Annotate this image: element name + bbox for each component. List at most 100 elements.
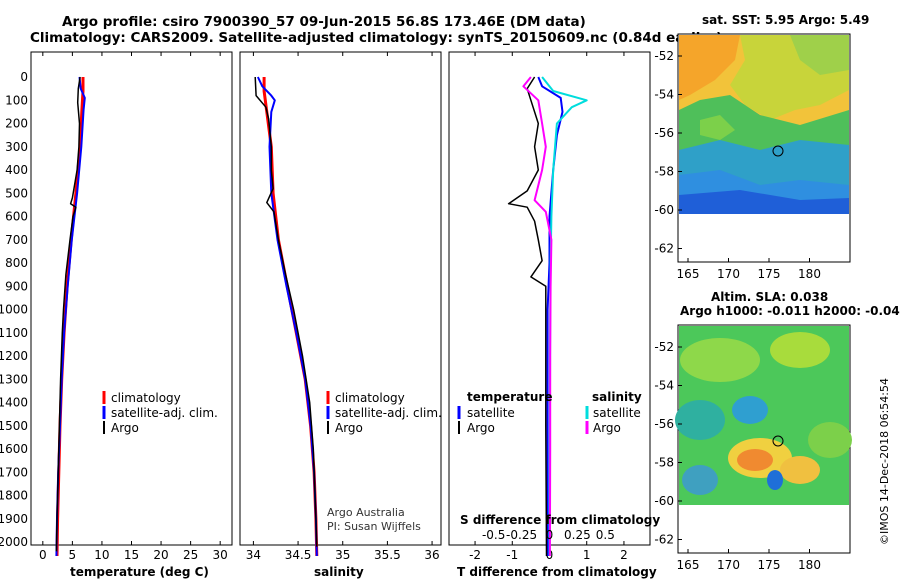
depth-tick-label: 1400 bbox=[0, 396, 28, 410]
legend-satellite: satellite-adj. clim. bbox=[335, 406, 442, 420]
legend-argo: Argo bbox=[111, 421, 139, 435]
depth-tick-label: 1900 bbox=[0, 512, 28, 526]
lat-tick-label: -60 bbox=[654, 494, 674, 508]
temp-legend: climatology satellite-adj. clim. Argo bbox=[102, 391, 218, 435]
legend-t-satellite: satellite bbox=[467, 406, 515, 420]
depth-tick-label: 500 bbox=[5, 186, 28, 200]
s-tick-label: 0 bbox=[546, 528, 554, 542]
x-tick-label: 35 bbox=[335, 548, 350, 562]
diff-legend: temperature satellite Argo salinity sate… bbox=[457, 390, 642, 435]
depth-axis: 0 100 200 300 400 500 600 700 800 900 1000 1100 1200… bbox=[0, 70, 650, 549]
lat-tick-label: -54 bbox=[654, 88, 674, 102]
s-tick-label: 0.25 bbox=[564, 528, 591, 542]
x-tick-label: 2 bbox=[620, 548, 628, 562]
temp-series bbox=[55, 76, 86, 557]
lon-tick-label: 175 bbox=[758, 267, 781, 281]
temp-panel-frame bbox=[30, 51, 233, 546]
legend-satellite: satellite-adj. clim. bbox=[111, 406, 218, 420]
title-line1: Argo profile: csiro 7900390_57 09-Jun-20… bbox=[62, 14, 586, 30]
x-tick-label: 1 bbox=[583, 548, 591, 562]
temp-x-axis: 0 5 10 15 20 25 30 bbox=[39, 52, 228, 562]
depth-tick-label: 400 bbox=[5, 163, 28, 177]
legend-temperature-title: temperature bbox=[467, 390, 552, 404]
x-tick-label: 10 bbox=[94, 548, 109, 562]
depth-tick-label: 300 bbox=[5, 140, 28, 154]
depth-tick-label: 700 bbox=[5, 233, 28, 247]
x-tick-label: 34 bbox=[246, 548, 261, 562]
temp-xlabel: temperature (deg C) bbox=[70, 565, 209, 579]
x-tick-label: 0 bbox=[39, 548, 47, 562]
lat-tick-label: -58 bbox=[654, 165, 674, 179]
sal-legend: climatology satellite-adj. clim. Argo bbox=[326, 391, 442, 435]
lat-tick-label: -62 bbox=[654, 533, 674, 547]
lon-tick-label: 170 bbox=[717, 267, 740, 281]
s-tick-label: 0.5 bbox=[596, 528, 615, 542]
legend-t-argo: Argo bbox=[467, 421, 495, 435]
legend-salinity-title: salinity bbox=[592, 390, 642, 404]
lon-tick-label: 165 bbox=[677, 267, 700, 281]
depth-tick-label: 800 bbox=[5, 256, 28, 270]
legend-argo: Argo bbox=[335, 421, 363, 435]
s-tick-label: -0.5 bbox=[482, 528, 505, 542]
depth-tick-label: 1100 bbox=[0, 326, 28, 340]
sla-map-title1: Altim. SLA: 0.038 bbox=[711, 290, 828, 304]
sal-xlabel: salinity bbox=[314, 565, 364, 579]
lon-tick-label: 170 bbox=[717, 558, 740, 572]
lat-tick-label: -58 bbox=[654, 456, 674, 470]
credit-line2: PI: Susan Wijffels bbox=[327, 520, 421, 533]
depth-tick-label: 100 bbox=[5, 93, 28, 107]
lon-tick-label: 180 bbox=[798, 558, 821, 572]
x-tick-label: -2 bbox=[469, 548, 481, 562]
lat-tick-label: -62 bbox=[654, 242, 674, 256]
series-line-argo bbox=[55, 76, 81, 552]
x-tick-label: 20 bbox=[153, 548, 168, 562]
depth-tick-label: 200 bbox=[5, 117, 28, 131]
credit-line1: Argo Australia bbox=[327, 506, 405, 519]
depth-tick-label: 1800 bbox=[0, 489, 28, 503]
series-line-temperature-argo bbox=[507, 76, 548, 557]
lat-tick-label: -54 bbox=[654, 379, 674, 393]
depth-tick-label: 1600 bbox=[0, 442, 28, 456]
legend-climatology: climatology bbox=[111, 391, 181, 405]
lat-tick-label: -56 bbox=[654, 417, 674, 431]
depth-tick-label: 1000 bbox=[0, 303, 28, 317]
depth-tick-label: 0 bbox=[20, 70, 28, 84]
x-tick-label: 35.5 bbox=[374, 548, 401, 562]
lon-tick-label: 175 bbox=[758, 558, 781, 572]
sal-series bbox=[254, 76, 319, 557]
sst-field-pattern bbox=[679, 35, 849, 214]
sla-map-title2: Argo h1000: -0.011 h2000: -0.043 bbox=[680, 304, 900, 318]
lat-tick-label: -52 bbox=[654, 49, 674, 63]
depth-tick-label: 1300 bbox=[0, 372, 28, 386]
legend-s-argo: Argo bbox=[593, 421, 621, 435]
depth-tick-label: 2000 bbox=[0, 535, 28, 549]
diff-s-axis: -0.5 -0.25 0 0.25 0.5 bbox=[482, 528, 615, 542]
x-tick-label: 5 bbox=[69, 548, 77, 562]
footer-stamp: ©IMOS 14-Dec-2018 06:54:54 bbox=[878, 378, 891, 545]
x-tick-label: -1 bbox=[506, 548, 518, 562]
lat-tick-label: -52 bbox=[654, 340, 674, 354]
depth-tick-label: 600 bbox=[5, 210, 28, 224]
x-tick-label: 36 bbox=[424, 548, 439, 562]
lon-tick-label: 165 bbox=[677, 558, 700, 572]
diff-top-label: S difference from climatology bbox=[460, 513, 660, 527]
sst-map-title: sat. SST: 5.95 Argo: 5.49 bbox=[702, 13, 869, 27]
series-line-argo bbox=[254, 76, 318, 547]
lat-tick-label: -60 bbox=[654, 203, 674, 217]
depth-tick-label: 900 bbox=[5, 279, 28, 293]
x-tick-label: 30 bbox=[213, 548, 228, 562]
sal-panel-frame bbox=[239, 51, 442, 546]
float-position-marker bbox=[772, 435, 784, 447]
depth-tick-label: 1500 bbox=[0, 419, 28, 433]
title-line2: Climatology: CARS2009. Satellite-adjuste… bbox=[30, 30, 722, 46]
diff-xlabel: T difference from climatology bbox=[457, 565, 657, 579]
lat-tick-label: -56 bbox=[654, 126, 674, 140]
sla-field-pattern bbox=[675, 332, 852, 495]
sal-x-axis: 34 34.5 35 35.5 36 bbox=[246, 52, 440, 562]
depth-tick-label: 1700 bbox=[0, 465, 28, 479]
legend-s-satellite: satellite bbox=[593, 406, 641, 420]
